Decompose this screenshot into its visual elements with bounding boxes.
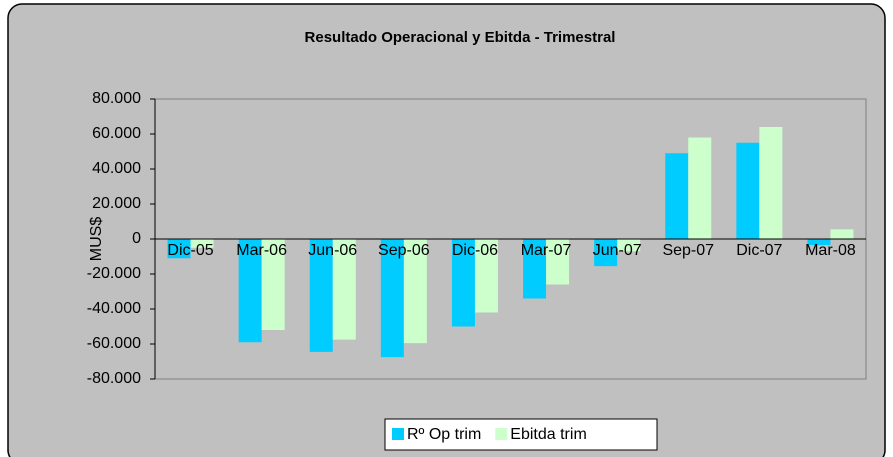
- bar: [309, 239, 333, 352]
- y-tick-label: -80.000: [87, 370, 141, 387]
- bar: [523, 239, 547, 299]
- bar: [594, 239, 618, 267]
- y-tick-label: 40.000: [92, 160, 141, 177]
- y-tick-label: -60.000: [87, 335, 141, 352]
- bar: [474, 239, 498, 313]
- bar: [665, 153, 689, 239]
- bar: [617, 239, 641, 252]
- x-tick-label: Mar-06: [236, 242, 287, 259]
- x-tick-label: Dic-06: [452, 242, 498, 259]
- bar: [403, 239, 427, 344]
- y-tick-label: 0: [132, 230, 141, 247]
- bar: [759, 127, 783, 239]
- bar: [546, 239, 570, 285]
- bar: [736, 142, 760, 239]
- legend-label: Rº Op trim: [407, 426, 481, 443]
- bar: [807, 239, 831, 246]
- bar: [380, 239, 404, 358]
- y-tick-label: -20.000: [87, 265, 141, 282]
- legend: [384, 418, 658, 451]
- legend-swatch: [495, 428, 508, 440]
- x-tick-label: Mar-07: [521, 242, 572, 259]
- bar: [167, 239, 191, 259]
- x-tick-label: Sep-07: [662, 242, 714, 259]
- legend-swatch: [392, 428, 404, 440]
- x-tick-label: Sep-06: [378, 242, 430, 259]
- legend-label: Ebitda trim: [510, 426, 586, 443]
- x-tick-label: Dic-07: [736, 242, 782, 259]
- x-tick-label: Jun-07: [593, 242, 642, 259]
- x-tick-label: Jun-06: [308, 242, 357, 259]
- bar: [332, 239, 356, 340]
- bar: [238, 239, 262, 343]
- bar: [190, 239, 214, 248]
- bar: [261, 239, 285, 330]
- y-tick-label: 60.000: [92, 125, 141, 142]
- bar: [451, 239, 475, 327]
- x-tick-label: Mar-08: [805, 242, 856, 259]
- bar: [688, 137, 712, 239]
- y-tick-label: -40.000: [87, 300, 141, 317]
- chart-title: Resultado Operacional y Ebitda - Trimest…: [305, 29, 616, 46]
- y-tick-label: 20.000: [92, 195, 141, 212]
- y-tick-label: 80.000: [92, 90, 141, 107]
- bar: [830, 229, 854, 239]
- x-tick-label: Dic-05: [167, 242, 213, 259]
- y-axis-label: MUS$: [88, 217, 105, 262]
